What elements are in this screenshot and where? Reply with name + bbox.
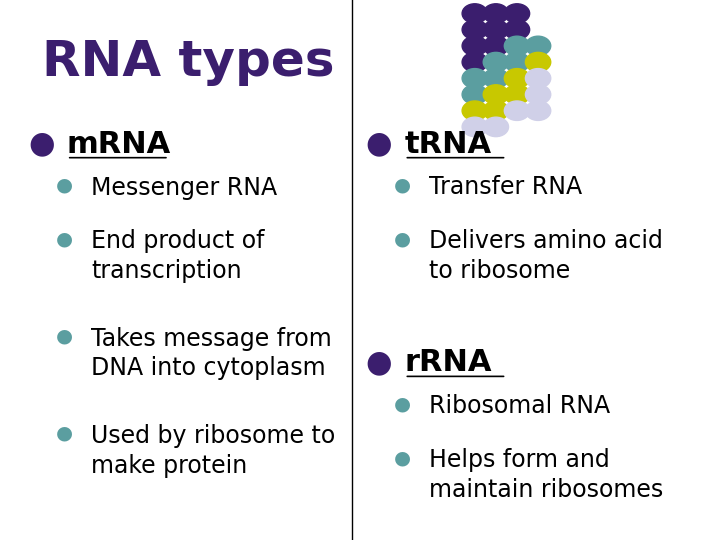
Text: ●: ● xyxy=(56,230,73,248)
Text: Messenger RNA: Messenger RNA xyxy=(91,176,278,199)
Circle shape xyxy=(483,101,508,120)
Circle shape xyxy=(483,36,508,56)
Circle shape xyxy=(504,4,530,23)
Circle shape xyxy=(483,52,508,72)
Text: End product of
transcription: End product of transcription xyxy=(91,230,265,283)
Text: ●: ● xyxy=(366,348,392,377)
Circle shape xyxy=(526,69,551,88)
Circle shape xyxy=(462,85,487,104)
Circle shape xyxy=(504,101,530,120)
Text: Ribosomal RNA: Ribosomal RNA xyxy=(429,394,610,418)
Circle shape xyxy=(504,69,530,88)
Text: ●: ● xyxy=(366,130,392,159)
Circle shape xyxy=(462,52,487,72)
Circle shape xyxy=(504,52,530,72)
Circle shape xyxy=(504,20,530,39)
Circle shape xyxy=(526,101,551,120)
Circle shape xyxy=(526,52,551,72)
Circle shape xyxy=(504,85,530,104)
Text: ●: ● xyxy=(394,176,411,194)
Circle shape xyxy=(504,36,530,56)
Text: Helps form and
maintain ribosomes: Helps form and maintain ribosomes xyxy=(429,448,663,502)
Text: Takes message from
DNA into cytoplasm: Takes message from DNA into cytoplasm xyxy=(91,327,332,380)
Text: tRNA: tRNA xyxy=(405,130,492,159)
Text: Transfer RNA: Transfer RNA xyxy=(429,176,582,199)
Circle shape xyxy=(462,117,487,137)
Circle shape xyxy=(483,69,508,88)
Text: ●: ● xyxy=(394,230,411,248)
Circle shape xyxy=(462,69,487,88)
Circle shape xyxy=(483,85,508,104)
Text: ●: ● xyxy=(394,394,411,413)
Text: ●: ● xyxy=(56,176,73,194)
Text: Used by ribosome to
make protein: Used by ribosome to make protein xyxy=(91,424,336,477)
Circle shape xyxy=(462,4,487,23)
Circle shape xyxy=(462,36,487,56)
Text: ●: ● xyxy=(56,327,73,346)
Circle shape xyxy=(526,85,551,104)
Circle shape xyxy=(462,101,487,120)
Text: ●: ● xyxy=(28,130,55,159)
Circle shape xyxy=(462,20,487,39)
Text: ●: ● xyxy=(394,448,411,467)
Text: ●: ● xyxy=(56,424,73,443)
Circle shape xyxy=(483,117,508,137)
Text: RNA types: RNA types xyxy=(42,38,335,86)
Text: rRNA: rRNA xyxy=(405,348,492,377)
Text: Delivers amino acid
to ribosome: Delivers amino acid to ribosome xyxy=(429,230,663,283)
Circle shape xyxy=(526,36,551,56)
Circle shape xyxy=(483,4,508,23)
Text: mRNA: mRNA xyxy=(67,130,171,159)
Circle shape xyxy=(483,20,508,39)
